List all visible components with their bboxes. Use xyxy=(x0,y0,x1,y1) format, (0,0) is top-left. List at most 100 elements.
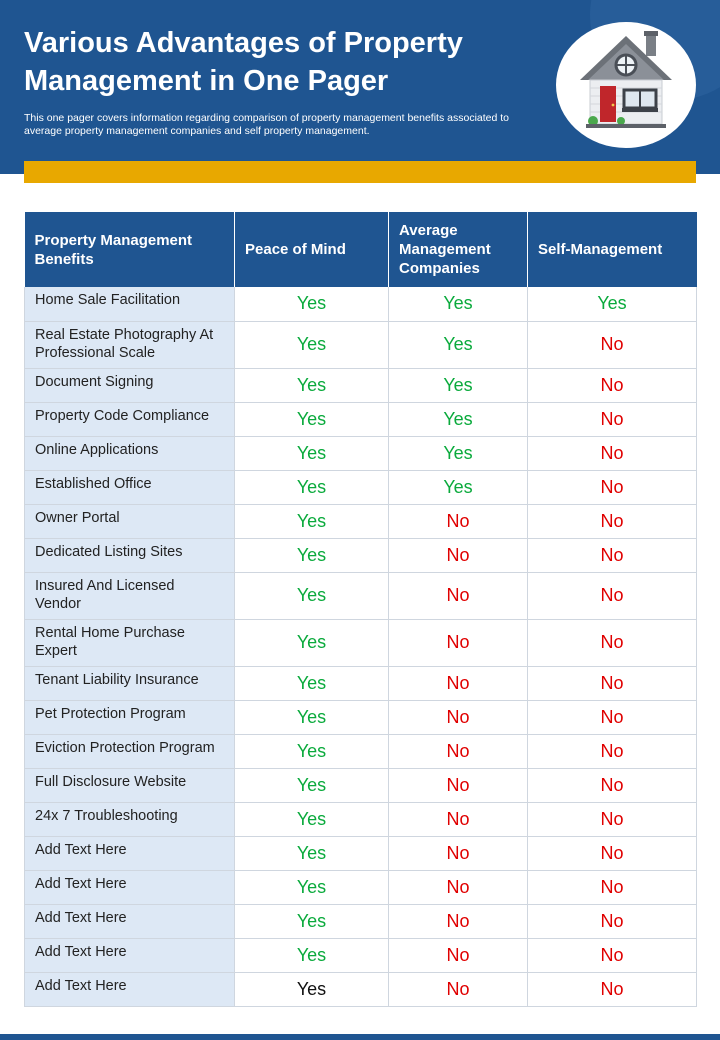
peace-cell: Yes xyxy=(234,802,389,837)
self-cell: No xyxy=(527,619,697,667)
average-cell: No xyxy=(388,836,528,871)
average-cell: No xyxy=(388,938,528,973)
average-cell: No xyxy=(388,904,528,939)
table-row: Online Applications Yes Yes No xyxy=(24,436,697,471)
average-cell: No xyxy=(388,666,528,701)
peace-cell: Yes xyxy=(234,904,389,939)
comparison-table-wrapper: Property Management Benefits Peace of Mi… xyxy=(24,212,697,1007)
benefit-cell: Insured And Licensed Vendor xyxy=(24,572,235,620)
self-cell: No xyxy=(527,870,697,905)
peace-cell: Yes xyxy=(234,402,389,437)
self-cell: No xyxy=(527,321,697,369)
table-row: Add Text Here Yes No No xyxy=(24,836,697,871)
benefit-cell: Online Applications xyxy=(24,436,235,471)
table-row: Owner Portal Yes No No xyxy=(24,504,697,539)
self-cell: No xyxy=(527,904,697,939)
benefit-cell: Owner Portal xyxy=(24,504,235,539)
self-cell: No xyxy=(527,700,697,735)
table-row: Pet Protection Program Yes No No xyxy=(24,700,697,735)
peace-cell: Yes xyxy=(234,768,389,803)
table-row: Add Text Here Yes No No xyxy=(24,938,697,973)
self-cell: No xyxy=(527,436,697,471)
table-row: Insured And Licensed Vendor Yes No No xyxy=(24,572,697,620)
house-badge xyxy=(556,22,696,148)
peace-cell: Yes xyxy=(234,619,389,667)
benefit-cell: Document Signing xyxy=(24,368,235,403)
average-cell: Yes xyxy=(388,368,528,403)
benefit-cell: Established Office xyxy=(24,470,235,505)
peace-cell: Yes xyxy=(234,938,389,973)
peace-cell: Yes xyxy=(234,666,389,701)
table-row: Rental Home Purchase Expert Yes No No xyxy=(24,619,697,667)
comparison-table: Property Management Benefits Peace of Mi… xyxy=(24,212,697,1007)
peace-cell: Yes xyxy=(234,436,389,471)
page-subtitle: This one pager covers information regard… xyxy=(24,112,510,137)
page-title: Various Advantages of Property Managemen… xyxy=(24,27,463,97)
table-row: Add Text Here Yes No No xyxy=(24,904,697,939)
average-cell: Yes xyxy=(388,321,528,369)
benefit-cell: Dedicated Listing Sites xyxy=(24,538,235,573)
peace-cell: Yes xyxy=(234,538,389,573)
footer-bar xyxy=(0,1034,720,1040)
average-cell: Yes xyxy=(388,287,528,322)
average-cell: No xyxy=(388,734,528,769)
self-cell: No xyxy=(527,768,697,803)
average-cell: No xyxy=(388,619,528,667)
self-cell: No xyxy=(527,368,697,403)
table-row: Eviction Protection Program Yes No No xyxy=(24,734,697,769)
benefit-cell: 24x 7 Troubleshooting xyxy=(24,802,235,837)
self-cell: No xyxy=(527,402,697,437)
table-row: Established Office Yes Yes No xyxy=(24,470,697,505)
peace-cell: Yes xyxy=(234,321,389,369)
average-cell: Yes xyxy=(388,436,528,471)
average-cell: Yes xyxy=(388,470,528,505)
benefit-cell: Add Text Here xyxy=(24,836,235,871)
self-cell: Yes xyxy=(527,287,697,322)
average-cell: No xyxy=(388,870,528,905)
peace-cell: Yes xyxy=(234,700,389,735)
self-cell: No xyxy=(527,538,697,573)
benefit-cell: Full Disclosure Website xyxy=(24,768,235,803)
peace-cell: Yes xyxy=(234,870,389,905)
self-cell: No xyxy=(527,666,697,701)
table-row: 24x 7 Troubleshooting Yes No No xyxy=(24,802,697,837)
benefit-cell: Add Text Here xyxy=(24,904,235,939)
table-row: Property Code Compliance Yes Yes No xyxy=(24,402,697,437)
table-row: Tenant Liability Insurance Yes No No xyxy=(24,666,697,701)
table-header-row: Property Management Benefits Peace of Mi… xyxy=(24,212,697,287)
average-cell: No xyxy=(388,802,528,837)
peace-cell: Yes xyxy=(234,734,389,769)
self-cell: No xyxy=(527,470,697,505)
peace-cell: Yes xyxy=(234,836,389,871)
table-row: Home Sale Facilitation Yes Yes Yes xyxy=(24,287,697,322)
benefit-cell: Home Sale Facilitation xyxy=(24,287,235,322)
benefit-cell: Add Text Here xyxy=(24,870,235,905)
self-cell: No xyxy=(527,972,697,1007)
peace-cell: Yes xyxy=(234,504,389,539)
average-cell: No xyxy=(388,700,528,735)
peace-cell: Yes xyxy=(234,972,389,1007)
table-row: Dedicated Listing Sites Yes No No xyxy=(24,538,697,573)
table-row: Add Text Here Yes No No xyxy=(24,972,697,1007)
benefit-cell: Tenant Liability Insurance xyxy=(24,666,235,701)
average-cell: No xyxy=(388,538,528,573)
self-cell: No xyxy=(527,938,697,973)
accent-bar xyxy=(24,161,696,183)
table-row: Real Estate Photography At Professional … xyxy=(24,321,697,369)
peace-cell: Yes xyxy=(234,470,389,505)
benefit-cell: Pet Protection Program xyxy=(24,700,235,735)
peace-cell: Yes xyxy=(234,572,389,620)
self-cell: No xyxy=(527,836,697,871)
average-cell: No xyxy=(388,572,528,620)
benefit-cell: Property Code Compliance xyxy=(24,402,235,437)
header-average-management: Average Management Companies xyxy=(388,212,528,287)
benefit-cell: Add Text Here xyxy=(24,972,235,1007)
header-benefits: Property Management Benefits xyxy=(24,212,235,287)
header-self-management: Self-Management xyxy=(527,212,697,287)
average-cell: Yes xyxy=(388,402,528,437)
self-cell: No xyxy=(527,572,697,620)
average-cell: No xyxy=(388,768,528,803)
self-cell: No xyxy=(527,802,697,837)
benefit-cell: Eviction Protection Program xyxy=(24,734,235,769)
benefit-cell: Rental Home Purchase Expert xyxy=(24,619,235,667)
